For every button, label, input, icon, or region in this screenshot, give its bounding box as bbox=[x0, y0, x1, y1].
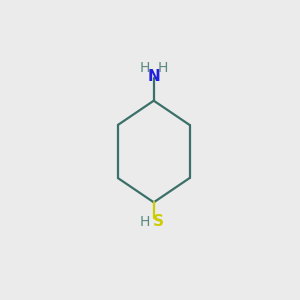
Text: H: H bbox=[140, 215, 150, 229]
Text: N: N bbox=[147, 69, 160, 84]
Text: S: S bbox=[152, 214, 164, 230]
Text: H: H bbox=[140, 61, 150, 75]
Text: H: H bbox=[157, 61, 168, 75]
